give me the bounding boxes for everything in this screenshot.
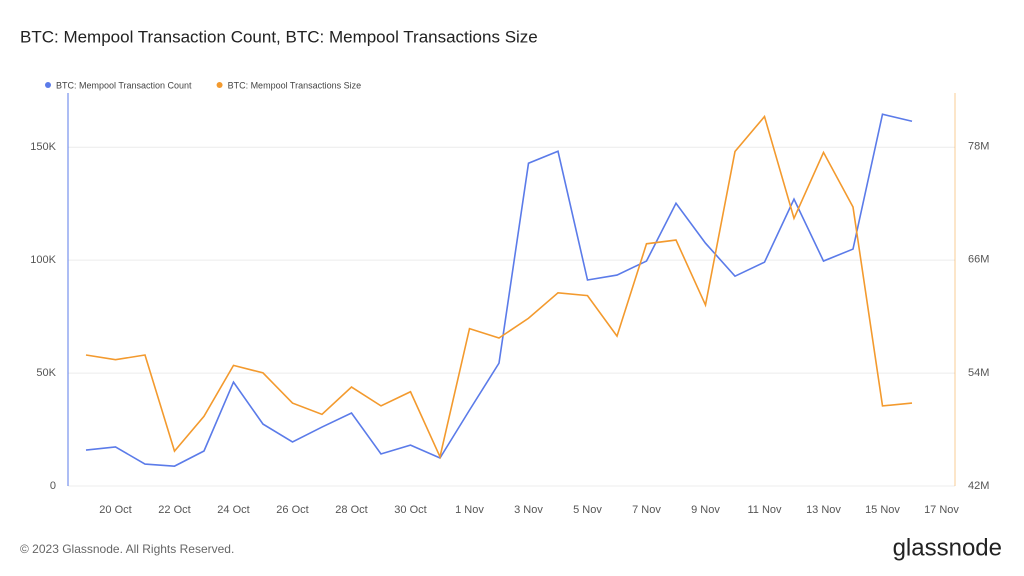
x-tick-label: 26 Oct [276, 504, 308, 516]
y2-tick-label: 42M [968, 480, 989, 492]
legend-label: BTC: Mempool Transactions Size [228, 80, 362, 90]
series-line [85, 113, 913, 467]
x-tick-label: 17 Nov [924, 504, 959, 516]
x-tick-label: 11 Nov [747, 504, 782, 516]
y2-tick-label: 66M [968, 254, 989, 266]
legend-marker [45, 82, 51, 88]
y2-tick-label: 54M [968, 367, 989, 379]
x-tick-label: 24 Oct [217, 504, 249, 516]
y2-tick-label: 78M [968, 141, 989, 153]
legend-marker [216, 82, 223, 88]
logo: glassnode [893, 534, 1002, 561]
x-tick-label: 15 Nov [865, 504, 900, 516]
x-tick-label: 5 Nov [573, 504, 602, 516]
x-tick-label: 13 Nov [806, 504, 841, 516]
x-tick-label: 1 Nov [455, 504, 484, 516]
y-tick-label: 0 [50, 480, 56, 492]
x-tick-label: 20 Oct [99, 504, 131, 516]
x-tick-label: 30 Oct [394, 504, 426, 516]
x-tick-label: 28 Oct [335, 504, 367, 516]
y-tick-label: 100K [30, 254, 56, 266]
x-tick-label: 22 Oct [158, 504, 190, 516]
y-tick-label: 150K [30, 141, 56, 153]
legend-label: BTC: Mempool Transaction Count [56, 80, 192, 90]
x-tick-label: 3 Nov [514, 504, 543, 516]
copyright: © 2023 Glassnode. All Rights Reserved. [20, 542, 234, 556]
y-tick-label: 50K [36, 367, 56, 379]
chart-title: BTC: Mempool Transaction Count, BTC: Mem… [20, 27, 538, 46]
series-line [85, 114, 913, 460]
x-tick-label: 9 Nov [691, 504, 720, 516]
x-tick-label: 7 Nov [632, 504, 661, 516]
